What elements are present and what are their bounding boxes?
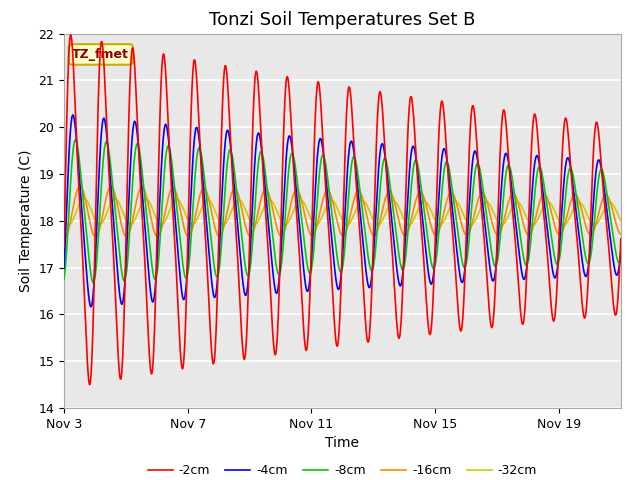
- -32cm: [60, 216, 68, 222]
- -8cm: [552, 258, 559, 264]
- -4cm: [247, 235, 255, 240]
- -2cm: [552, 309, 559, 314]
- -4cm: [552, 275, 559, 280]
- Text: TZ_fmet: TZ_fmet: [72, 48, 129, 61]
- Line: -4cm: -4cm: [64, 115, 621, 307]
- Y-axis label: Soil Temperature (C): Soil Temperature (C): [19, 150, 33, 292]
- -32cm: [184, 217, 192, 223]
- -32cm: [171, 198, 179, 204]
- -8cm: [429, 266, 437, 272]
- -32cm: [591, 222, 598, 228]
- Legend: -2cm, -4cm, -8cm, -16cm, -32cm: -2cm, -4cm, -8cm, -16cm, -32cm: [143, 459, 542, 480]
- -32cm: [80, 196, 88, 202]
- -16cm: [76, 183, 84, 189]
- -8cm: [172, 189, 179, 195]
- -2cm: [86, 382, 93, 387]
- -2cm: [502, 124, 510, 130]
- X-axis label: Time: Time: [325, 436, 360, 450]
- -16cm: [172, 187, 179, 193]
- -32cm: [551, 209, 559, 215]
- -16cm: [60, 234, 68, 240]
- -8cm: [60, 276, 68, 282]
- -4cm: [172, 214, 179, 219]
- Line: -32cm: -32cm: [64, 199, 621, 225]
- -8cm: [72, 137, 79, 143]
- -8cm: [617, 257, 625, 263]
- -4cm: [185, 244, 193, 250]
- Title: Tonzi Soil Temperatures Set B: Tonzi Soil Temperatures Set B: [209, 11, 476, 29]
- -16cm: [185, 233, 193, 239]
- -4cm: [60, 265, 68, 271]
- -2cm: [429, 286, 437, 291]
- -2cm: [172, 244, 179, 250]
- -16cm: [61, 234, 68, 240]
- Line: -8cm: -8cm: [64, 140, 621, 283]
- Line: -2cm: -2cm: [64, 35, 621, 384]
- -4cm: [617, 248, 625, 254]
- -16cm: [247, 233, 255, 239]
- -4cm: [87, 304, 95, 310]
- -4cm: [502, 151, 510, 156]
- -2cm: [67, 32, 74, 38]
- -32cm: [617, 218, 625, 224]
- -4cm: [69, 112, 77, 118]
- -8cm: [247, 259, 255, 264]
- -8cm: [502, 168, 510, 174]
- -32cm: [502, 218, 509, 224]
- -8cm: [90, 280, 97, 286]
- -2cm: [617, 236, 625, 241]
- -16cm: [617, 231, 625, 237]
- -8cm: [185, 265, 193, 271]
- -16cm: [552, 225, 559, 231]
- -2cm: [60, 244, 68, 250]
- -32cm: [429, 213, 437, 218]
- -16cm: [502, 208, 510, 214]
- -4cm: [429, 272, 437, 277]
- -2cm: [185, 205, 193, 211]
- -32cm: [246, 218, 254, 224]
- Line: -16cm: -16cm: [64, 186, 621, 237]
- -16cm: [429, 230, 437, 236]
- -2cm: [247, 190, 255, 196]
